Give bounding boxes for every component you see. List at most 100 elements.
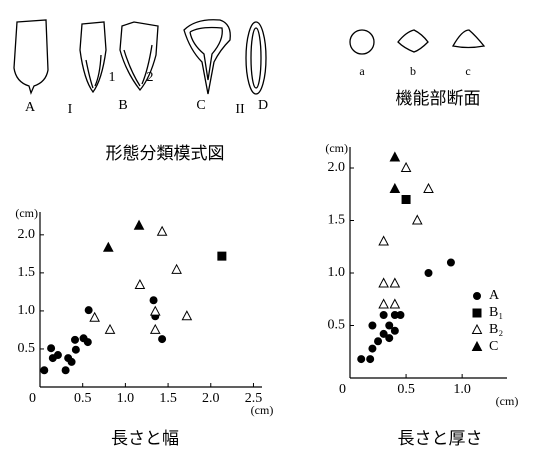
chart-title: 長さと幅 [111, 429, 179, 448]
point [378, 277, 389, 288]
drawing-label: C [196, 98, 205, 113]
legend-label: B₂ [489, 322, 503, 337]
point [389, 277, 401, 288]
y-tick-label: 1.0 [328, 265, 346, 280]
x-tick-label: 0 [29, 391, 36, 406]
section-a [349, 29, 375, 55]
drawing-label: 1 [109, 70, 116, 85]
legend-label: B₁ [489, 305, 503, 320]
point [446, 258, 455, 267]
point [400, 161, 412, 172]
point [71, 335, 80, 344]
point [84, 306, 93, 315]
shape-b2 [119, 21, 159, 92]
section-c [451, 29, 486, 49]
y-tick-label: 2.0 [328, 160, 346, 175]
point [379, 329, 388, 338]
point [181, 310, 193, 321]
point [472, 308, 482, 318]
y-tick-label: 0.5 [18, 341, 36, 356]
y-tick-label: 1.5 [328, 213, 346, 228]
point [378, 298, 389, 309]
section-label: c [465, 64, 470, 78]
point [149, 305, 161, 316]
point [379, 311, 388, 319]
point [411, 214, 423, 225]
point [401, 195, 411, 204]
point [374, 337, 383, 346]
y-axis-label: (cm) [15, 206, 38, 220]
x-tick-label: 1.0 [117, 391, 135, 406]
y-axis-label: (cm) [325, 141, 348, 155]
figure-title: 形態分類模式図 [106, 144, 225, 163]
x-tick-label: 1.5 [159, 391, 177, 406]
shape-c-inner [189, 26, 223, 81]
point [385, 321, 394, 330]
x-tick-label: 1.0 [453, 382, 471, 397]
point [389, 298, 401, 309]
point [396, 311, 405, 319]
point [53, 351, 62, 360]
point [385, 334, 394, 343]
point [47, 344, 56, 353]
drawing-label: I [68, 102, 73, 117]
shape-d-inner [250, 27, 262, 89]
point [368, 321, 377, 330]
point [473, 292, 481, 300]
x-tick-label: 2.5 [245, 391, 263, 406]
section-b [397, 29, 429, 53]
point [83, 338, 92, 347]
point [40, 366, 49, 375]
point [134, 278, 146, 290]
point [149, 323, 161, 334]
point [368, 344, 377, 353]
y-tick-label: 1.0 [18, 303, 36, 318]
legend-label: A [489, 288, 500, 303]
point [89, 311, 100, 322]
point [471, 323, 483, 334]
point [423, 182, 434, 193]
shape-a [13, 19, 49, 95]
drawing-label: D [258, 98, 268, 113]
point [67, 357, 76, 366]
point [149, 296, 158, 305]
chart-title: 長さと厚さ [398, 429, 483, 448]
y-tick-label: 0.5 [328, 318, 346, 333]
shape-c [183, 19, 231, 95]
sections-title: 機能部断面 [396, 89, 481, 108]
point [389, 151, 401, 162]
shape-d [245, 21, 267, 95]
point [171, 263, 182, 274]
point [61, 366, 70, 375]
x-tick-label: 0.5 [397, 382, 415, 397]
point [424, 269, 433, 277]
legend-label: C [489, 339, 498, 354]
shape-b1-edge [85, 54, 102, 89]
x-axis-label: (cm) [251, 403, 274, 417]
point [366, 355, 375, 364]
drawing-label: 2 [147, 70, 154, 85]
x-tick-label: 0.5 [74, 391, 92, 406]
point [217, 251, 227, 261]
x-tick-label: 0 [339, 382, 346, 397]
drawing-label: II [235, 102, 245, 117]
section-label: a [359, 64, 365, 78]
x-tick-label: 2.0 [202, 391, 220, 406]
point [71, 345, 80, 354]
point [471, 340, 483, 351]
shape-b2-edge [123, 44, 153, 87]
point [389, 182, 401, 193]
y-tick-label: 2.0 [18, 227, 36, 242]
point [133, 219, 145, 230]
point [102, 241, 114, 252]
drawings [13, 19, 486, 95]
x-axis-label: (cm) [496, 394, 519, 408]
point [378, 235, 389, 246]
point [104, 323, 116, 334]
y-tick-label: 1.5 [18, 265, 36, 280]
section-label: b [410, 64, 416, 78]
point [156, 225, 168, 236]
shape-b1 [79, 21, 107, 94]
point [158, 335, 167, 344]
